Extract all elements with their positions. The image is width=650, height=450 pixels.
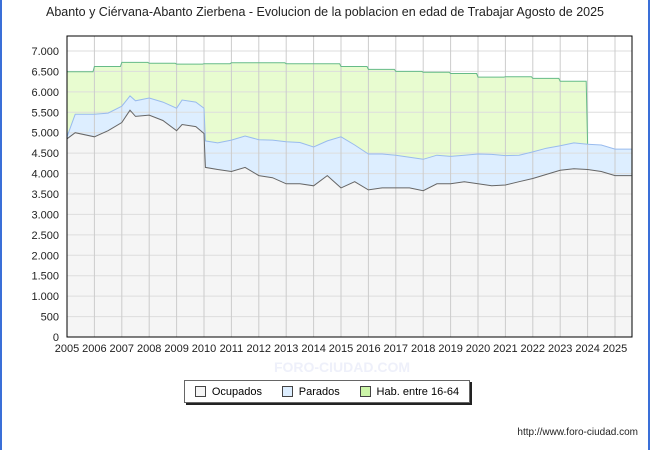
y-tick-label: 3.500 [31,189,59,201]
legend-label: Hab. entre 16-64 [376,385,460,398]
x-tick-label: 2025 [603,343,627,355]
x-tick-label: 2023 [548,343,572,355]
y-tick-label: 5.000 [31,128,59,140]
legend-swatch [194,386,206,397]
x-tick-label: 2010 [192,343,216,355]
x-tick-label: 2015 [329,343,353,355]
x-tick-label: 2017 [384,343,408,355]
y-tick-label: 500 [41,312,59,324]
y-tick-label: 2.500 [31,230,59,242]
x-tick-label: 2014 [301,343,325,355]
x-tick-label: 2009 [164,343,188,355]
y-tick-label: 0 [53,332,59,344]
y-tick-label: 1.000 [31,291,59,303]
x-tick-label: 2019 [438,343,462,355]
x-tick-label: 2022 [521,343,545,355]
y-tick-label: 4.500 [31,148,59,160]
x-tick-label: 2016 [356,343,380,355]
x-tick-label: 2006 [82,343,106,355]
y-tick-label: 7.000 [31,46,59,58]
line-parados [66,95,632,160]
legend-parados: Parados [281,385,340,398]
x-tick-label: 2007 [110,343,134,355]
y-tick-label: 6.500 [31,66,59,78]
y-tick-label: 6.000 [31,87,59,99]
x-tick-label: 2011 [220,343,244,355]
x-tick-label: 2024 [575,343,599,355]
y-tick-label: 2.000 [31,250,59,262]
x-tick-label: 2008 [137,343,161,355]
y-tick-label: 3.000 [31,209,59,221]
x-tick-label: 2021 [493,343,517,355]
plot-border [66,35,633,338]
legend-label: Parados [298,385,340,398]
legend: Ocupados Parados Hab. entre 16-64 [184,380,470,403]
legend-ocupados: Ocupados [194,385,263,398]
line-ocupados [66,109,632,192]
legend-swatch [359,386,371,397]
y-tick-label: 4.000 [31,169,59,181]
area-ocupados [67,110,632,337]
legend-label: Ocupados [211,385,263,398]
legend-hab: Hab. entre 16-64 [359,385,460,398]
x-tick-label: 2012 [247,343,271,355]
watermark: FORO-CIUDAD.COM [274,359,410,375]
y-tick-label: 5.500 [31,107,59,119]
x-tick-label: 2005 [55,343,79,355]
line-hab [67,61,589,145]
chart-title: Abanto y Ciérvana-Abanto Zierbena - Evol… [45,5,605,19]
x-tick-label: 2018 [411,343,435,355]
x-tick-label: 2020 [466,343,490,355]
x-tick-label: 2013 [274,343,298,355]
legend-swatch [281,386,293,397]
y-tick-label: 1.500 [31,271,59,283]
source-url: http://www.foro-ciudad.com [517,427,638,438]
